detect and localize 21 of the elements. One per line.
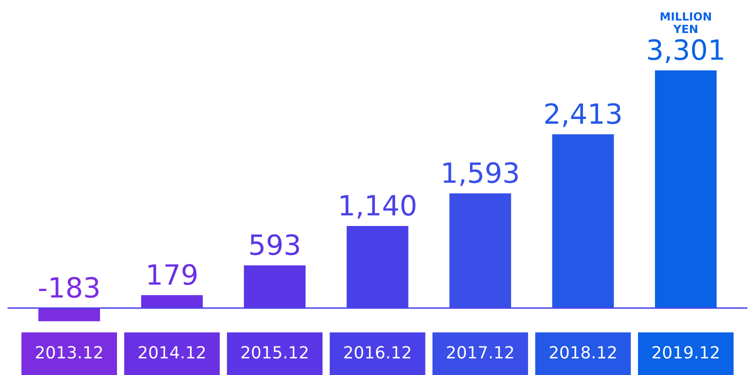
data-label: 2,413 [545,103,621,127]
bar [552,134,614,308]
data-label: -183 [39,276,99,298]
bar [654,70,717,308]
x-tick-label: 2017.12 [447,346,514,359]
bar [449,193,512,308]
data-label: 179 [148,264,197,286]
data-label: 3,301 [648,39,723,64]
bar [38,308,100,322]
text: MILLION YEN [660,12,711,33]
x-tick-label: 2013.12 [36,346,102,359]
x-tick-label: 2019.12 [652,346,719,359]
data-label: 593 [250,234,300,256]
x-tick-label: 2014.12 [138,346,205,359]
x-tick-label: 2016.12 [344,346,410,359]
bar [141,295,203,308]
data-label: 1,593 [444,162,518,186]
bar [244,265,306,308]
data-label: 1,140 [340,194,416,219]
x-tick-label: 2015.12 [241,346,308,359]
x-tick-label: 2018.12 [550,346,616,359]
